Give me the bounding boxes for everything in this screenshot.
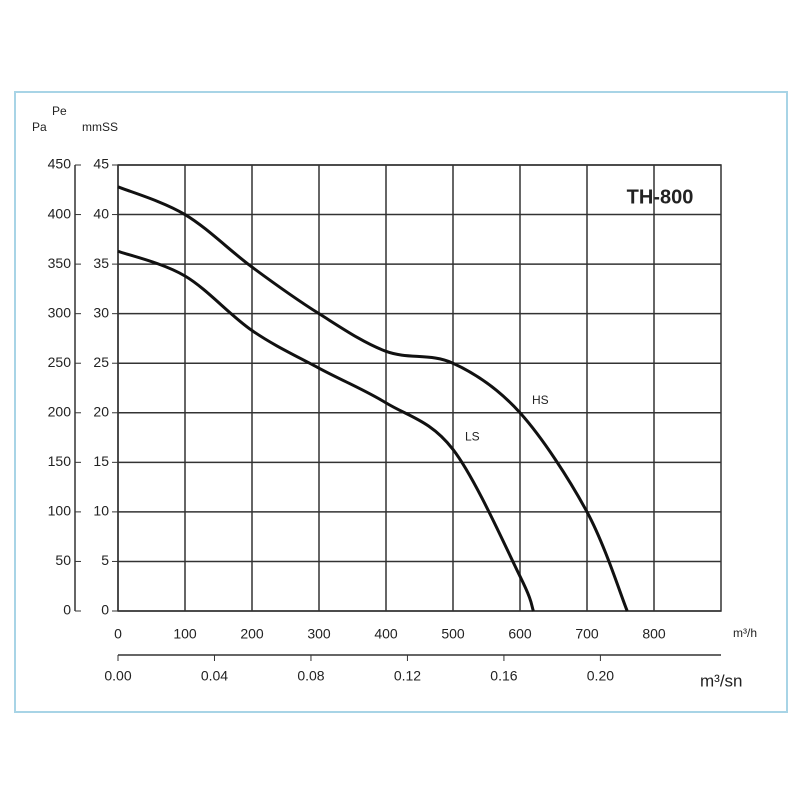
series-label: HS (532, 393, 549, 407)
y2-tick-label: 25 (93, 354, 109, 370)
x2-tick-label: 0.00 (104, 668, 131, 684)
x-tick-label: 500 (441, 626, 465, 642)
y2-tick-label: 0 (101, 602, 109, 618)
x-tick-label: 100 (173, 626, 197, 642)
series-label: LS (465, 430, 480, 444)
y-tick-label: 250 (48, 354, 72, 370)
y-tick-label: 350 (48, 255, 72, 271)
y-tick-label: 200 (48, 403, 72, 419)
y-tick-label: 150 (48, 453, 72, 469)
x-tick-label: 200 (240, 626, 264, 642)
y-tick-label: 400 (48, 205, 72, 221)
y2-tick-label: 15 (93, 453, 109, 469)
y2-tick-label: 45 (93, 156, 109, 172)
y2-tick-label: 30 (93, 304, 109, 320)
x2-tick-label: 0.16 (490, 668, 517, 684)
y-tick-label: 300 (48, 304, 72, 320)
y-tick-label: 0 (63, 602, 71, 618)
x2-tick-label: 0.12 (394, 668, 421, 684)
frame (14, 91, 788, 713)
x-tick-label: 0 (114, 626, 122, 642)
y2-tick-label: 40 (93, 205, 109, 221)
x2-tick-label: 0.08 (297, 668, 324, 684)
x-tick-label: 600 (508, 626, 532, 642)
x2-axis-label: m³/sn (700, 671, 743, 690)
y-axis-label: Pa (32, 120, 47, 134)
y2-tick-label: 35 (93, 255, 109, 271)
x-tick-label: 300 (307, 626, 331, 642)
y2-tick-label: 5 (101, 552, 109, 568)
x2-tick-label: 0.20 (587, 668, 614, 684)
series-line (117, 249, 535, 612)
y-tick-label: 100 (48, 503, 72, 519)
x-tick-label: 800 (642, 626, 666, 642)
chart-title: TH-800 (627, 186, 694, 208)
x-tick-label: 400 (374, 626, 398, 642)
x2-tick-label: 0.04 (201, 668, 228, 684)
x-axis-label: m³/h (733, 626, 757, 640)
y2-tick-label: 20 (93, 403, 109, 419)
y2-tick-label: 10 (93, 503, 109, 519)
y-axis-label-top: Pe (52, 104, 67, 118)
y-tick-label: 50 (55, 552, 71, 568)
y-tick-label: 450 (48, 156, 72, 172)
x-tick-label: 700 (575, 626, 599, 642)
series-line (117, 185, 629, 612)
y2-axis-label: mmSS (82, 120, 118, 134)
